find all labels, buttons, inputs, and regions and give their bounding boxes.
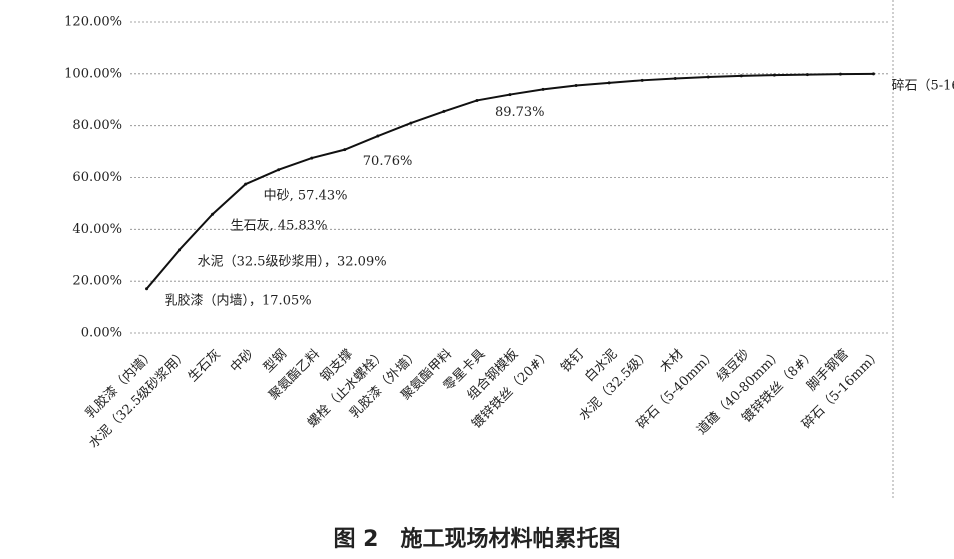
x-tick-label: 铁钉 (558, 347, 587, 376)
y-tick-label: 0.00% (81, 326, 122, 341)
point (541, 87, 545, 91)
point (772, 73, 776, 77)
point (145, 287, 149, 291)
point (508, 93, 512, 97)
point (211, 212, 215, 216)
y-tick-label: 40.00% (72, 222, 122, 237)
point (838, 72, 842, 76)
y-tick-label: 120.00% (64, 15, 122, 30)
point (475, 98, 479, 102)
x-tick-label: 中砂 (228, 347, 257, 376)
y-tick-label: 80.00% (72, 118, 122, 133)
point (178, 248, 182, 252)
value-label: 中砂, 57.43% (264, 189, 348, 204)
point (310, 156, 314, 160)
point (574, 83, 578, 87)
point (871, 72, 875, 76)
value-label: 乳胶漆（内墙），17.05% (165, 292, 312, 308)
point (442, 109, 446, 113)
point (376, 134, 380, 138)
point (706, 75, 710, 79)
y-tick-label: 100.00% (64, 66, 122, 81)
value-label: 70.76% (363, 154, 413, 169)
caption: 图 2 施工现场材料帕累托图 (334, 526, 621, 552)
value-label: 水泥（32.5级砂浆用），32.09% (198, 254, 387, 269)
point (277, 168, 281, 172)
point (640, 78, 644, 82)
value-label: 89.73% (495, 105, 545, 120)
point (607, 81, 611, 85)
point (343, 148, 347, 152)
value-label: 碎石（5-16mm），100.00% (891, 78, 954, 93)
point (244, 182, 248, 186)
x-tick-label: 生石灰 (186, 347, 224, 385)
point (805, 73, 809, 77)
value-label: 生石灰, 45.83% (231, 219, 328, 234)
x-tick-label: 型钢 (261, 347, 290, 376)
y-tick-label: 20.00% (72, 274, 122, 289)
x-tick-label: 木材 (658, 347, 687, 376)
point (739, 74, 743, 78)
point (409, 121, 413, 125)
point (673, 76, 677, 80)
y-tick-label: 60.00% (72, 170, 122, 185)
